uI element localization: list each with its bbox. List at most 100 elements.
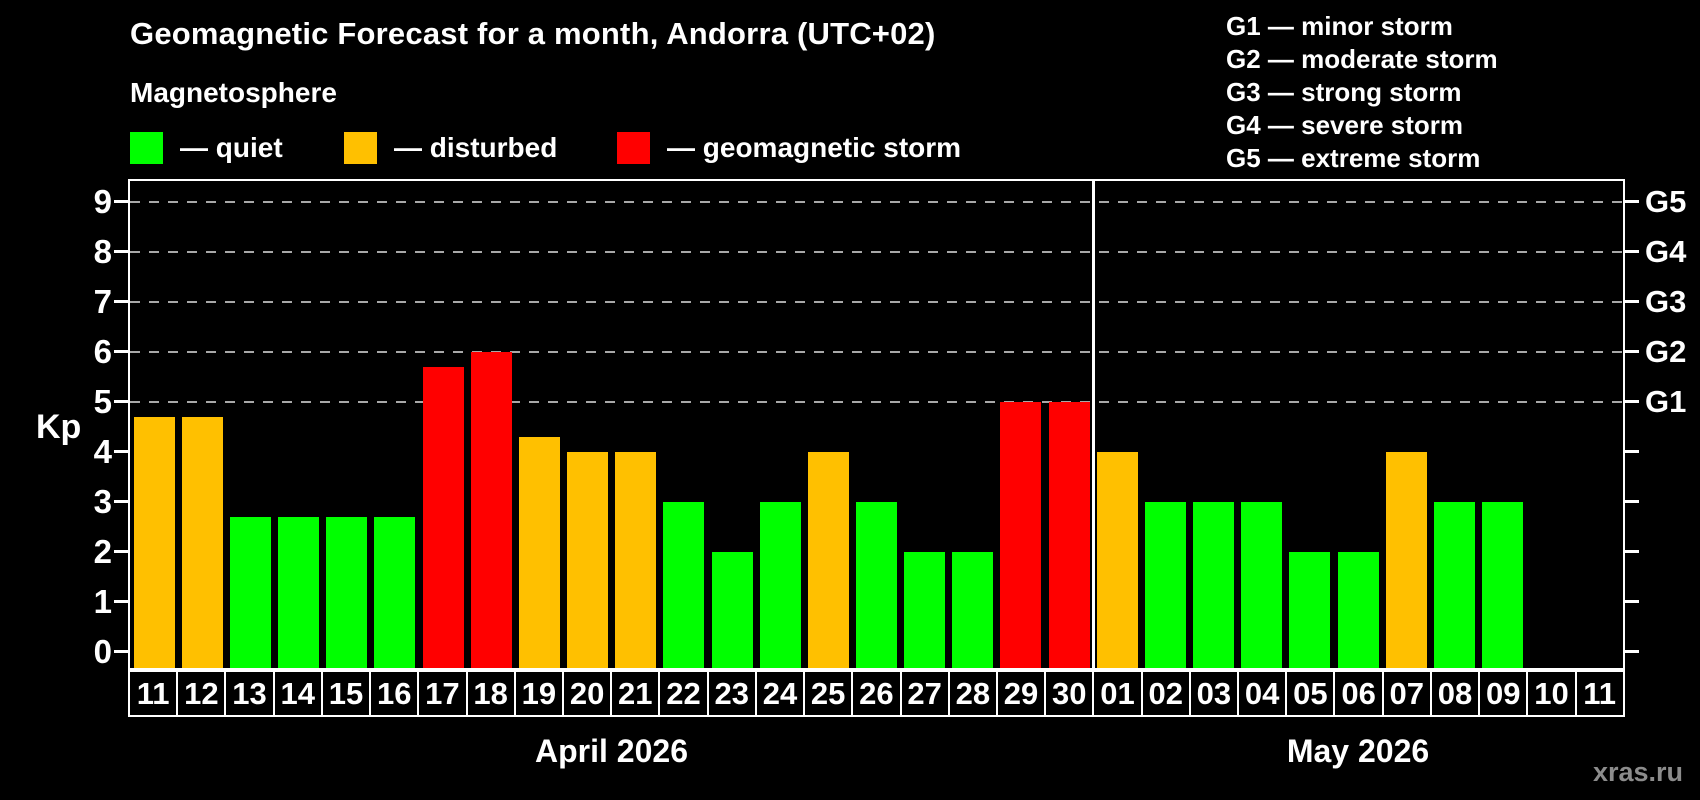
day-label: 17 (417, 672, 465, 715)
kp-bar (904, 551, 946, 668)
y-axis-tick-label: 8 (93, 232, 112, 270)
right-axis-tick (1625, 300, 1639, 304)
kp-bar (229, 516, 271, 668)
y-axis-tick (114, 400, 128, 404)
kp-gridline (130, 350, 1623, 353)
y-axis-tick (114, 600, 128, 604)
quiet-color-swatch (130, 132, 163, 164)
day-label: 11 (1574, 672, 1623, 715)
legend-item-quiet: — quiet (130, 131, 283, 165)
day-label: 25 (803, 672, 851, 715)
y-axis-tick-label: 4 (93, 432, 112, 470)
kp-gridline (130, 250, 1623, 253)
right-axis-tick (1625, 350, 1639, 354)
kp-bar (807, 451, 849, 668)
day-label: 14 (272, 672, 321, 715)
kp-bar (181, 416, 223, 668)
right-axis-tick (1625, 400, 1639, 404)
day-label: 02 (1140, 672, 1189, 715)
kp-bar (1482, 501, 1524, 668)
right-axis-tick (1625, 600, 1639, 604)
g-level-label: G5 (1645, 183, 1687, 219)
day-label: 12 (176, 672, 224, 715)
kp-bar (952, 551, 994, 668)
watermark: xras.ru (1592, 757, 1683, 787)
kp-bar (1337, 551, 1379, 668)
month-label-may: May 2026 (1286, 733, 1430, 769)
kp-bar (759, 501, 801, 668)
kp-bar (1241, 501, 1283, 668)
kp-bar (1048, 401, 1090, 668)
day-label: 27 (899, 672, 948, 715)
kp-bar (133, 416, 175, 668)
day-label: 24 (754, 672, 803, 715)
legend-item-disturbed: — disturbed (344, 131, 557, 165)
day-label: 13 (224, 672, 272, 715)
kp-bar (1289, 551, 1331, 668)
legend-item-storm: — geomagnetic storm (617, 131, 961, 165)
g-scale-legend-line: G1 — minor storm (1226, 11, 1453, 41)
disturbed-color-swatch (344, 132, 377, 164)
y-axis-tick (114, 500, 128, 504)
g-level-label: G1 (1645, 383, 1687, 419)
month-label-april: April 2026 (535, 733, 688, 769)
kp-bar (663, 501, 705, 668)
day-label: 23 (706, 672, 755, 715)
y-axis-tick (114, 350, 128, 354)
g-level-label: G2 (1645, 333, 1687, 369)
y-axis-tick (114, 550, 128, 554)
kp-bar (711, 551, 753, 668)
right-axis-tick (1625, 500, 1639, 504)
day-label: 18 (465, 672, 514, 715)
day-label: 11 (136, 675, 170, 711)
day-label: 26 (851, 672, 899, 715)
kp-bar (1000, 401, 1042, 668)
y-axis-tick-label: 5 (93, 382, 112, 420)
y-axis-tick-label: 0 (93, 632, 112, 670)
kp-gridline (130, 300, 1623, 303)
kp-bar (1433, 501, 1475, 668)
kp-bar (422, 366, 464, 668)
day-label: 09 (1478, 672, 1526, 715)
kp-bar (1385, 451, 1427, 668)
g-level-label: G3 (1645, 283, 1687, 319)
y-axis-tick-label: 6 (93, 332, 112, 370)
day-label: 01 (1092, 672, 1140, 715)
y-axis-tick (114, 300, 128, 304)
day-label: 15 (320, 672, 369, 715)
legend-item-label: — disturbed (394, 132, 558, 163)
storm-color-swatch (617, 132, 650, 164)
kp-bar (518, 436, 560, 668)
kp-bar (278, 516, 320, 668)
day-label: 30 (1044, 672, 1092, 715)
kp-bar (1144, 501, 1186, 668)
chart-title: Geomagnetic Forecast for a month, Andorr… (130, 16, 936, 51)
day-label: 05 (1285, 672, 1333, 715)
y-axis-tick (114, 250, 128, 254)
day-label: 21 (610, 672, 658, 715)
day-label: 08 (1429, 672, 1478, 715)
day-axis-row: 11 12 13 14 15 16 17 18 19 20 21 22 23 24 25 26 27 28 29 30… (128, 670, 1625, 717)
legend-item-label: — geomagnetic storm (667, 132, 962, 163)
g-scale-legend-line: G5 — extreme storm (1226, 143, 1481, 173)
right-axis-tick (1625, 200, 1639, 204)
day-label: 20 (561, 672, 610, 715)
right-axis-tick (1625, 650, 1639, 654)
kp-gridline (130, 200, 1623, 203)
day-label: 19 (513, 672, 562, 715)
legend-item-label: — quiet (180, 132, 283, 163)
g-level-label: G4 (1645, 233, 1687, 269)
day-label: 03 (1188, 672, 1237, 715)
right-axis-tick (1625, 450, 1639, 454)
day-label: 06 (1333, 672, 1381, 715)
y-axis-tick-label: 2 (93, 532, 112, 570)
kp-bar (470, 351, 512, 668)
kp-bar (567, 451, 609, 668)
y-axis-tick-label: 1 (93, 582, 112, 620)
y-axis-tick (114, 650, 128, 654)
day-label: 28 (947, 672, 996, 715)
kp-bar (374, 516, 416, 668)
y-axis-tick-label: 7 (93, 282, 112, 320)
g-scale-legend-line: G2 — moderate storm (1226, 44, 1498, 74)
